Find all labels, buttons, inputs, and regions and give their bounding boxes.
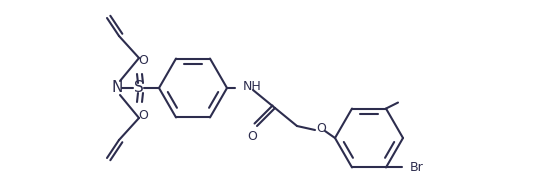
Text: O: O — [316, 123, 326, 136]
Text: Br: Br — [410, 161, 424, 174]
Text: N: N — [111, 81, 123, 96]
Text: S: S — [134, 81, 144, 96]
Text: O: O — [138, 109, 148, 122]
Text: O: O — [247, 130, 257, 143]
Text: O: O — [138, 54, 148, 67]
Text: NH: NH — [243, 81, 262, 94]
